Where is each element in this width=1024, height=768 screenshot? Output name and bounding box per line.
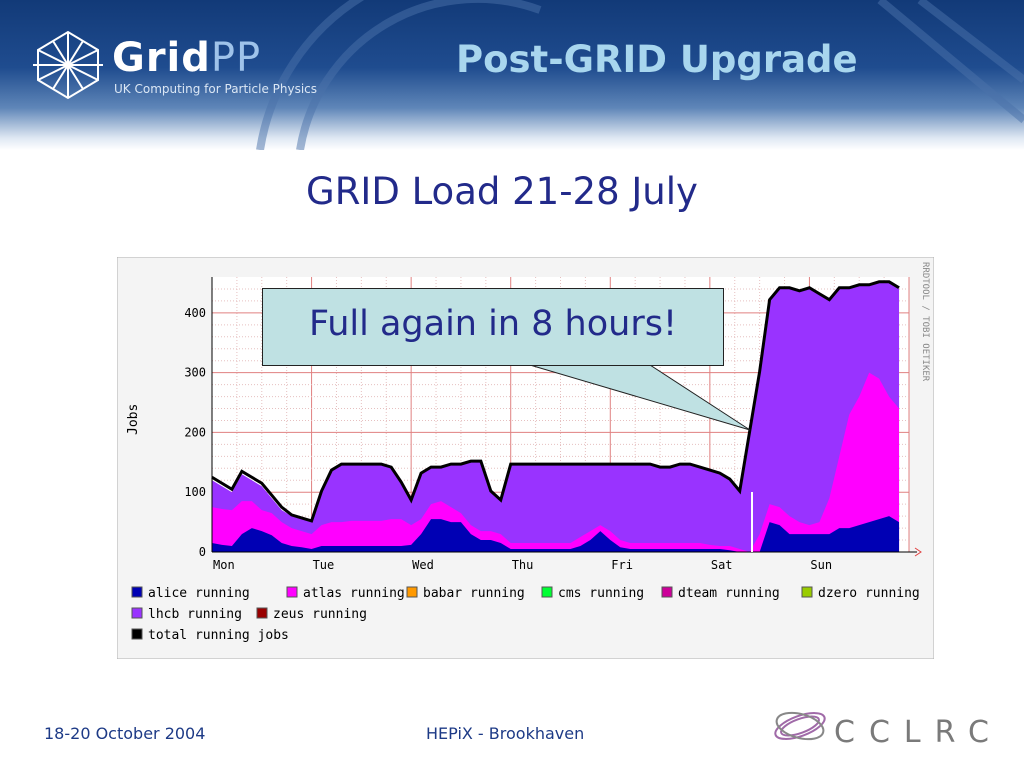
cclrc-swirl-icon bbox=[774, 711, 826, 741]
y-tick-label: 0 bbox=[199, 545, 206, 559]
legend-swatch-cms bbox=[541, 586, 553, 598]
logo-tagline: UK Computing for Particle Physics bbox=[114, 82, 318, 96]
legend-swatch-zeus bbox=[256, 607, 268, 619]
logo-text-light: PP bbox=[210, 35, 262, 81]
y-axis-label: Jobs bbox=[126, 404, 141, 435]
x-tick-label: Thu bbox=[512, 558, 534, 572]
legend-swatch-dzero bbox=[801, 586, 813, 598]
legend-swatch-atlas bbox=[286, 586, 298, 598]
legend: alice running atlas running babar running c… bbox=[131, 586, 920, 643]
chart-heading: GRID Load 21-28 July bbox=[306, 170, 698, 213]
legend-label-dzero: dzero running bbox=[818, 586, 920, 601]
footer-event: HEPiX - Brookhaven bbox=[426, 724, 585, 743]
legend-swatch-total bbox=[131, 628, 143, 640]
legend-label-dteam: dteam running bbox=[678, 586, 780, 601]
cclrc-logo-text: CCLRC bbox=[834, 715, 1003, 750]
x-tick-label: Mon bbox=[213, 558, 235, 572]
legend-swatch-alice bbox=[131, 586, 143, 598]
x-axis-arrow-icon bbox=[914, 547, 922, 557]
legend-label-zeus: zeus running bbox=[273, 607, 367, 622]
legend-label-alice: alice running bbox=[148, 586, 250, 601]
footer-date: 18-20 October 2004 bbox=[44, 724, 206, 743]
banner-decoration bbox=[256, 0, 1024, 150]
x-tick-label: Tue bbox=[313, 558, 335, 572]
line-total bbox=[211, 280, 900, 523]
header-banner: GridPP UK Computing for Particle Physics… bbox=[0, 0, 1024, 150]
area-alice bbox=[212, 516, 900, 552]
gridpp-logo-icon bbox=[33, 30, 103, 100]
y-tick-label: 400 bbox=[184, 306, 206, 320]
series-layer bbox=[211, 280, 900, 552]
callout-box: Full again in 8 hours! bbox=[262, 288, 724, 366]
area-lhcb bbox=[212, 282, 900, 552]
legend-label-lhcb: lhcb running bbox=[148, 607, 242, 622]
side-label: RRDTOOL / TOBI OETIKER bbox=[920, 262, 930, 382]
legend-label-cms: cms running bbox=[558, 586, 644, 601]
gridpp-logo-text: GridPP bbox=[112, 38, 261, 78]
legend-label-atlas: atlas running bbox=[303, 586, 405, 601]
y-tick-label: 200 bbox=[184, 425, 206, 439]
axis-layer: 0 100 200 300 400 Mon Tue Wed Thu Fri Sat Sun bbox=[184, 277, 922, 572]
slide-title: Post-GRID Upgrade bbox=[456, 38, 858, 81]
y-tick-label: 300 bbox=[184, 366, 206, 380]
x-tick-label: Wed bbox=[412, 558, 434, 572]
legend-swatch-lhcb bbox=[131, 607, 143, 619]
y-tick-label: 100 bbox=[184, 485, 206, 499]
legend-label-babar: babar running bbox=[423, 586, 525, 601]
x-tick-label: Sat bbox=[711, 558, 733, 572]
logo-text-bold: Grid bbox=[112, 35, 211, 81]
legend-swatch-dteam bbox=[661, 586, 673, 598]
legend-swatch-babar bbox=[406, 586, 418, 598]
x-tick-label: Fri bbox=[611, 558, 633, 572]
x-tick-label: Sun bbox=[810, 558, 832, 572]
legend-label-total: total running jobs bbox=[148, 628, 289, 643]
